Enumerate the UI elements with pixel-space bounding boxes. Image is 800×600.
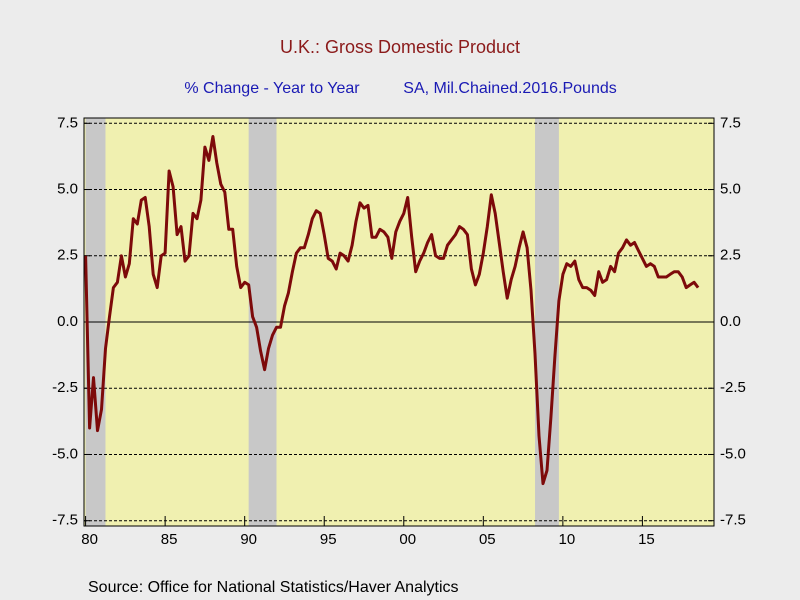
- plot-frame: [83, 117, 715, 527]
- data-line: [84, 135, 700, 486]
- x-tick-label: 00: [399, 531, 416, 548]
- y2-tick-label: -5.0: [720, 445, 746, 462]
- x-tick-label: 10: [559, 531, 576, 548]
- y2-tick-label: 5.0: [720, 181, 741, 198]
- y2-tick-label: 0.0: [720, 313, 741, 330]
- x-tick-label: 05: [479, 531, 496, 548]
- source-note: Source: Office for National Statistics/H…: [88, 579, 459, 596]
- y-tick-label: 5.0: [57, 181, 78, 198]
- chart-subtitle: SA, Mil.Chained.2016.Pounds: [403, 80, 616, 97]
- y-tick-label: 0.0: [57, 313, 78, 330]
- x-tick-label: 90: [240, 531, 257, 548]
- y-tick-label: -7.5: [52, 512, 78, 529]
- chart-subtitle: % Change - Year to Year: [184, 80, 360, 97]
- x-tick-label: 85: [161, 531, 178, 548]
- x-tick-label: 80: [81, 531, 98, 548]
- chart-title: U.K.: Gross Domestic Product: [280, 37, 520, 57]
- y-tick-label: -2.5: [52, 379, 78, 396]
- y2-tick-label: -2.5: [720, 379, 746, 396]
- x-tick-label: 95: [320, 531, 337, 548]
- x-tick-label: 15: [638, 531, 655, 548]
- y2-tick-label: 7.5: [720, 114, 741, 131]
- y-tick-label: 7.5: [57, 114, 78, 131]
- y2-tick-label: 2.5: [720, 247, 741, 264]
- y2-tick-label: -7.5: [720, 512, 746, 529]
- y-tick-label: 2.5: [57, 247, 78, 264]
- y-tick-label: -5.0: [52, 445, 78, 462]
